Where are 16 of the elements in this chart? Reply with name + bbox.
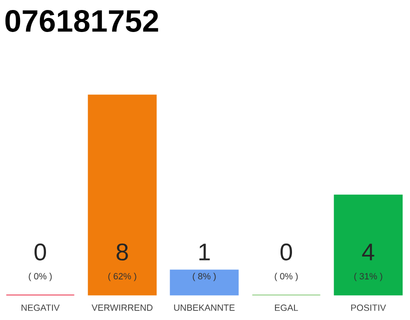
annotation: ( 62% ) xyxy=(108,272,136,282)
x-tick-label: EGAL xyxy=(274,304,298,311)
x-tick-label: NEGATIV xyxy=(22,304,60,311)
data-label: 4 xyxy=(362,244,374,260)
data-label: 1 xyxy=(199,244,210,260)
annotation: ( 0% ) xyxy=(28,272,52,282)
data-label: 0 xyxy=(34,244,46,260)
annotation: ( 0% ) xyxy=(274,272,298,282)
x-tick-label: UNBEKANNTE xyxy=(174,304,235,311)
x-tick-label: POSITIV xyxy=(351,304,386,311)
chart-title: 076181752 xyxy=(5,10,158,32)
annotation: ( 31% ) xyxy=(354,272,382,282)
annotation: ( 8% ) xyxy=(192,272,216,282)
data-label: 8 xyxy=(116,244,128,260)
data-label: 0 xyxy=(280,244,292,260)
x-tick-label: VERWIRREND xyxy=(92,304,152,311)
